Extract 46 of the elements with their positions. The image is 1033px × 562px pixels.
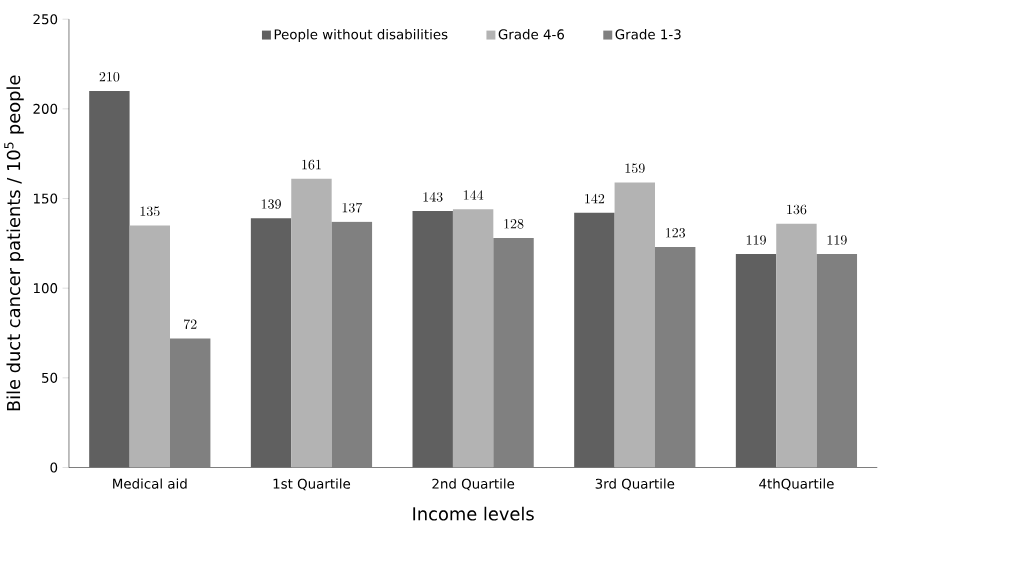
bar — [655, 247, 696, 468]
y-tick-label: 250 — [33, 14, 58, 25]
data-label: 72 — [184, 319, 197, 330]
bar — [412, 211, 453, 468]
y-axis-title: Bile duct cancer patients / 10$^{5}$ people — [4, 75, 24, 411]
bar — [574, 213, 615, 468]
data-label: 136 — [787, 204, 807, 215]
x-axis-title: Income levels — [413, 506, 534, 521]
bar — [250, 218, 292, 468]
data-label: 137 — [342, 202, 363, 213]
bar — [129, 225, 171, 468]
bar — [735, 254, 777, 468]
bar — [816, 254, 858, 468]
x-tick-label: 1st Quartile — [273, 478, 351, 491]
data-label: 144 — [463, 190, 484, 200]
data-label: 135 — [140, 206, 160, 217]
bar — [452, 209, 494, 468]
bar — [331, 222, 373, 468]
bar — [291, 179, 332, 468]
y-tick-label: 200 — [33, 104, 58, 115]
bar — [776, 223, 817, 468]
data-label: 159 — [625, 163, 645, 174]
x-tick-label: 2nd Quartile — [432, 478, 515, 491]
data-label: 210 — [99, 72, 120, 82]
data-label: 128 — [504, 219, 524, 229]
bar — [89, 91, 130, 468]
x-tick-label: 4thQuartile — [759, 478, 834, 491]
y-tick-label: 150 — [33, 193, 58, 204]
x-tick-label: Medical aid — [113, 478, 187, 489]
y-tick-label: 0 — [50, 462, 58, 473]
bar — [493, 238, 534, 468]
legend-label: People without disabilities — [274, 29, 448, 43]
legend-label: Grade 1-3 — [615, 29, 681, 40]
y-tick-label: 50 — [42, 372, 58, 384]
data-label: 119 — [827, 235, 847, 245]
y-tick-label: 100 — [33, 283, 58, 294]
bar — [614, 182, 655, 468]
data-label: 119 — [746, 235, 766, 245]
data-label: 161 — [302, 160, 321, 170]
data-label: 123 — [665, 228, 686, 238]
data-label: 139 — [261, 199, 281, 210]
legend-label: Grade 4-6 — [498, 29, 565, 40]
x-tick-label: 3rd Quartile — [595, 478, 675, 491]
bar — [170, 338, 211, 468]
data-label: 142 — [585, 193, 605, 204]
data-label: 143 — [423, 192, 443, 202]
